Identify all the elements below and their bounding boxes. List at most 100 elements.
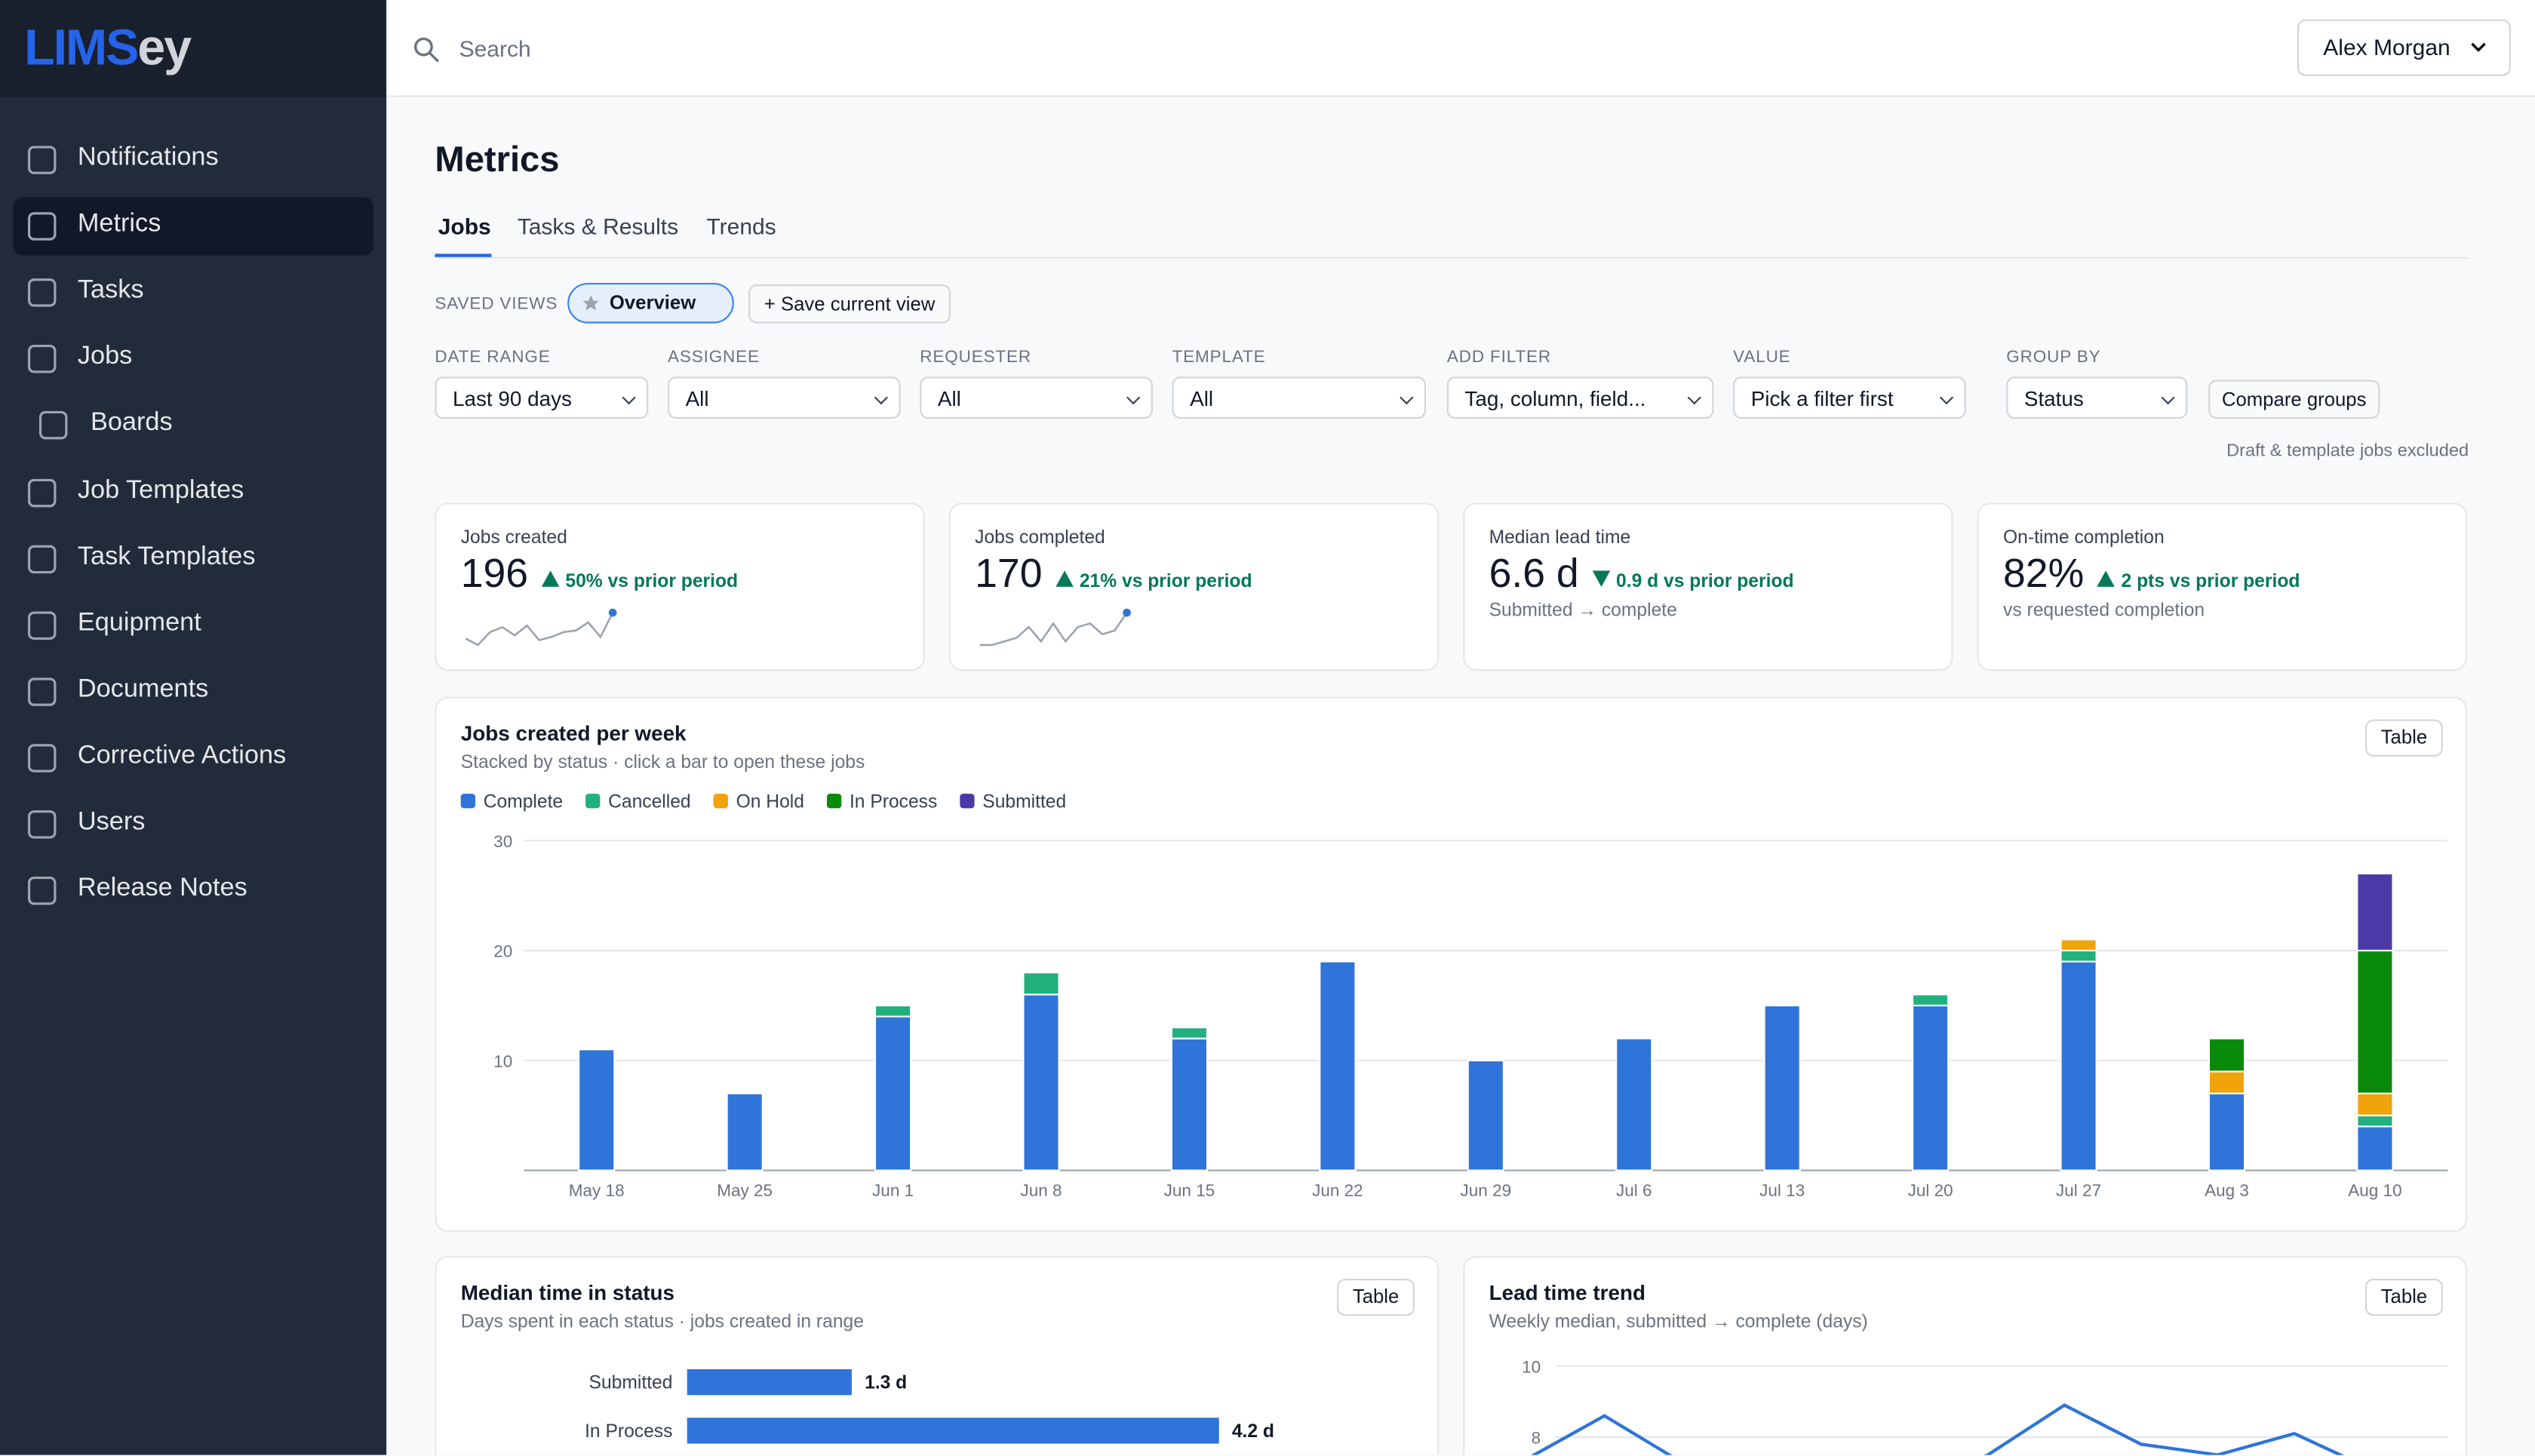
save-view[interactable]: + Save current view — [748, 284, 951, 324]
arrow — [2097, 570, 2115, 587]
bar-segment[interactable] — [2208, 1092, 2246, 1172]
filter-label: TEMPLATE — [1172, 347, 1266, 367]
icon-shape — [27, 278, 57, 308]
delta-text: 0.9 d vs prior period — [1616, 572, 1794, 592]
bar-segment[interactable] — [874, 1015, 912, 1172]
bar-segment[interactable] — [2208, 1037, 2246, 1073]
nav-item[interactable]: Task Templates — [77, 542, 256, 570]
legend-label: On Hold — [736, 791, 804, 812]
bar-segment[interactable] — [2060, 949, 2097, 963]
bar-segment[interactable] — [2060, 938, 2097, 952]
nav-icon — [27, 345, 57, 374]
bar-segment[interactable] — [2356, 1114, 2394, 1128]
chart-title: Lead time trend — [1489, 1280, 1645, 1305]
view-pill[interactable]: Overview — [567, 283, 734, 324]
bar-segment[interactable] — [1763, 1004, 1801, 1172]
nav-item[interactable]: Boards — [91, 409, 173, 438]
kpi-label: Median lead time — [1489, 528, 1631, 548]
nav-item[interactable]: Tasks — [77, 276, 144, 305]
bar-segment[interactable] — [2060, 960, 2097, 1172]
bar-segment[interactable] — [2356, 872, 2394, 952]
filter-label: REQUESTER — [920, 347, 1032, 367]
nav-item[interactable]: Jobs — [77, 342, 133, 371]
nav-active — [13, 197, 373, 256]
filter-select[interactable]: Last 90 days — [435, 376, 649, 419]
category-label: In Process — [585, 1421, 672, 1442]
nav-item[interactable]: Release Notes — [77, 874, 247, 902]
compare-button[interactable]: Compare groups — [2208, 379, 2380, 419]
tab[interactable]: Trends — [706, 213, 776, 240]
bar-segment[interactable] — [578, 1049, 616, 1172]
table-button[interactable]: Table — [2365, 719, 2443, 757]
bar-segment[interactable] — [2356, 949, 2394, 1095]
bar-segment[interactable] — [1319, 960, 1357, 1172]
nav-item[interactable]: Documents — [77, 675, 209, 703]
delta-text: 2 pts vs prior period — [2121, 572, 2300, 592]
kpi-delta: 0.9 d vs prior period — [1591, 570, 1794, 592]
bar-segment[interactable] — [1170, 1037, 1209, 1172]
search-input[interactable]: Search — [459, 35, 531, 62]
chart-svg: Submitted 1.3 d In Process 4.2 d — [585, 1369, 1274, 1444]
x-tick-label: Jun 1 — [872, 1181, 914, 1200]
filter-select[interactable]: All — [920, 376, 1153, 419]
icon-shape — [27, 877, 57, 905]
value-label: 1.3 d — [865, 1373, 907, 1393]
bar-segment[interactable] — [2356, 1092, 2394, 1117]
delta-text: 21% vs prior period — [1079, 572, 1252, 592]
table-button[interactable]: Table — [1337, 1279, 1415, 1316]
nav-item[interactable]: Users — [77, 808, 146, 836]
bar-segment[interactable] — [874, 1004, 912, 1018]
note: Draft & template jobs excluded — [2226, 441, 2469, 461]
bar-segment[interactable] — [1022, 994, 1060, 1172]
bar-segment[interactable] — [2356, 1126, 2394, 1172]
legend-swatch — [713, 794, 728, 809]
delta-arrow — [1591, 570, 1610, 587]
x-tick-label: Jun 15 — [1164, 1181, 1215, 1200]
bar-segment[interactable] — [1022, 972, 1060, 996]
tab[interactable]: Jobs — [438, 213, 491, 240]
icon-shape — [27, 345, 57, 374]
nav-item[interactable]: Corrective Actions — [77, 742, 287, 769]
bar-segment[interactable] — [1467, 1059, 1504, 1172]
x-tick-label: Jun 22 — [1312, 1181, 1363, 1200]
bar-segment[interactable] — [2208, 1070, 2246, 1095]
nav-item[interactable]: Job Templates — [77, 476, 244, 504]
nav-item[interactable]: Metrics — [77, 210, 161, 238]
filter-select[interactable]: Status — [2006, 376, 2188, 419]
x-tick-label: Jul 27 — [2056, 1181, 2101, 1200]
sparkline — [465, 608, 617, 647]
kpi-row: 82% 2 pts vs prior period — [2003, 551, 2300, 598]
bar-segment[interactable] — [1911, 1004, 1950, 1172]
bar-segment[interactable] — [1170, 1026, 1209, 1040]
y-tick-label: 10 — [493, 1052, 512, 1070]
x-tick-label: Jul 13 — [1759, 1181, 1805, 1200]
user-menu[interactable]: Alex Morgan — [2297, 19, 2511, 76]
filter-select[interactable]: Tag, column, field... — [1446, 376, 1714, 419]
nav-item[interactable]: Equipment — [77, 609, 201, 637]
x-tick-label: Jun 8 — [1020, 1181, 1062, 1200]
filter-select[interactable]: All — [1172, 376, 1426, 419]
legend-swatch — [460, 794, 475, 809]
saved-views-label: SAVED VIEWS — [435, 294, 558, 314]
arrow — [1591, 570, 1610, 587]
bar-segment[interactable] — [1615, 1037, 1653, 1172]
filter-select[interactable]: All — [668, 376, 901, 419]
logo-b: ey — [137, 19, 192, 76]
kpi-label: Jobs created — [460, 528, 567, 548]
nav-icon — [27, 146, 57, 174]
spark-line — [465, 612, 614, 647]
bar-segment[interactable] — [726, 1092, 764, 1172]
bar-segment[interactable] — [1911, 994, 1950, 1006]
legend-label: Complete — [484, 791, 563, 812]
icon-shape — [38, 411, 68, 441]
kpi-row: 170 21% vs prior period — [975, 551, 1252, 598]
filter-label: ASSIGNEE — [668, 347, 760, 367]
tab[interactable]: Tasks & Results — [517, 213, 679, 240]
table-button[interactable]: Table — [2365, 1279, 2443, 1316]
kpi-sub: Submitted → complete — [1489, 601, 1677, 621]
filter-select[interactable]: Pick a filter first — [1733, 376, 1966, 419]
category-label: Submitted — [589, 1373, 673, 1393]
y-tick-label: 10 — [1522, 1357, 1541, 1376]
nav-item[interactable]: Notifications — [77, 143, 219, 172]
